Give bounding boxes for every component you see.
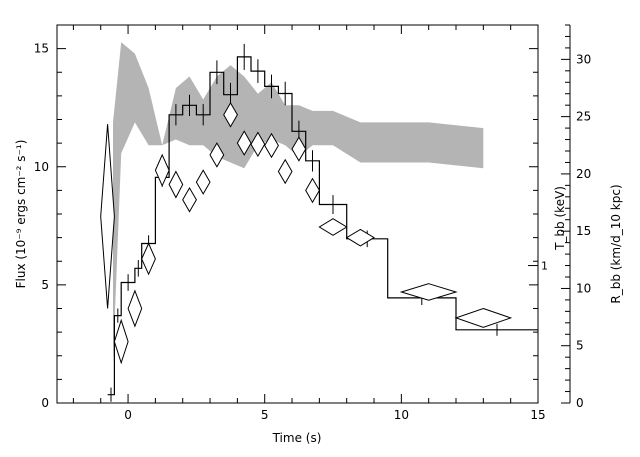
temperature-point [113,318,129,365]
y2-marker-label: 1 [541,260,548,273]
temperature-point [100,124,115,309]
temperature-point [264,132,279,159]
y2-tick-label: 25 [576,110,591,124]
y2-radius-label: R_bb (km/d_10 kpc) [609,184,623,303]
temperature-point [250,131,266,158]
temperature-point [127,289,143,328]
temperature-point [399,283,458,301]
temperature-point [236,130,252,156]
y2-tick-label: 20 [576,167,591,181]
x-tick-label: 10 [394,408,409,422]
temperature-point [168,170,184,199]
temperature-point [277,158,293,185]
radius-band [113,42,484,363]
temperature-point [209,142,225,168]
y2-tick-label: 10 [576,281,591,295]
temperature-point [223,102,238,128]
temperature-point [182,187,197,213]
temperature-point [154,153,170,187]
temperature-point [345,228,375,247]
y-tick-label: 5 [41,278,49,292]
y2-temperature-label: T_bb (keV) [553,186,567,251]
temperature-point [141,242,156,276]
y2-tick-label: 5 [576,339,584,353]
axis-layer: 0 5 10 15 0 5 10 15 0 5 10 15 20 25 30 1 [34,24,591,422]
temperature-point [305,177,320,204]
y-tick-label: 0 [41,396,49,410]
x-tick-label: 5 [261,408,269,422]
y2-tick-label: 0 [576,396,584,410]
x-tick-label: 0 [124,408,132,422]
radius-band-layer [113,42,484,363]
y-axis-label: Flux (10⁻⁹ ergs cm⁻² s⁻¹) [14,140,28,289]
y2-tick-label: 15 [576,224,591,238]
y-tick-label: 10 [34,160,49,174]
temperature-point [454,307,513,328]
temperature-point [291,136,307,162]
y2-tick-label: 30 [576,52,591,66]
x-tick-label: 15 [530,408,545,422]
y-tick-label: 15 [34,42,49,56]
series-layer [100,43,538,402]
temperature-point [318,218,348,236]
temperature-point [195,169,211,195]
x-axis-label: Time (s) [272,431,322,445]
